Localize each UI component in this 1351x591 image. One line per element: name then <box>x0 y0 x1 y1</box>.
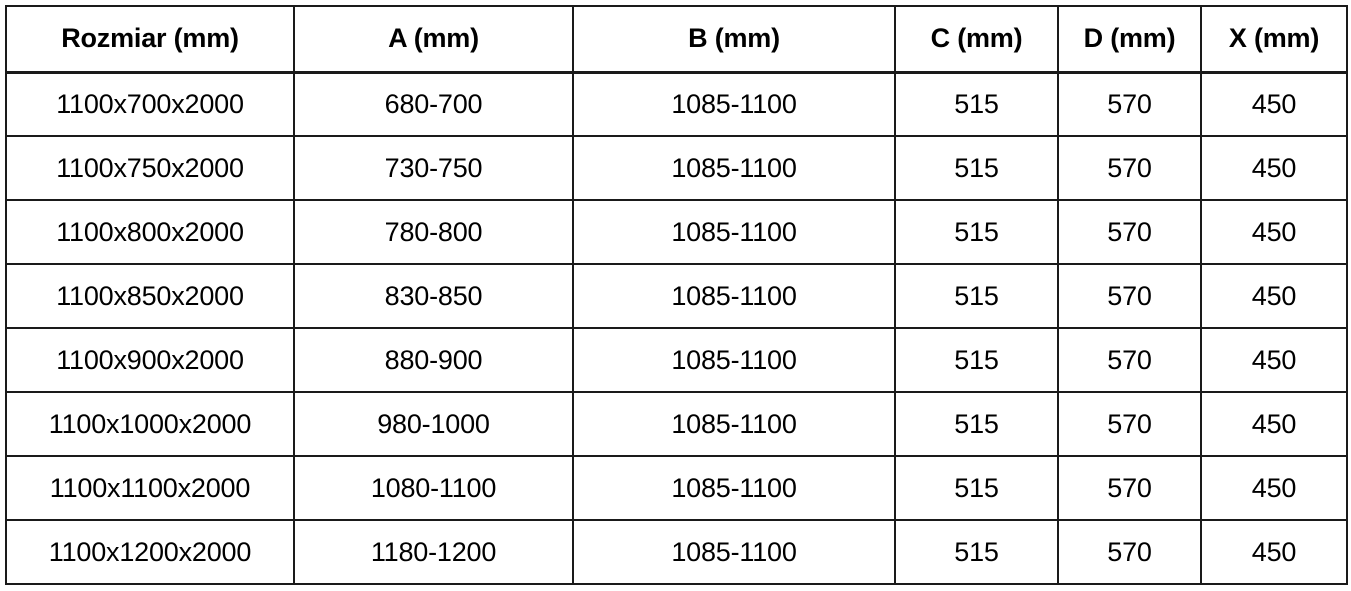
cell-size: 1100x1200x2000 <box>5 519 295 585</box>
cell-size: 1100x800x2000 <box>5 199 295 265</box>
column-header-d: D (mm) <box>1057 5 1202 74</box>
cell-c: 515 <box>894 519 1059 585</box>
table-row: 1100x800x2000 780-800 1085-1100 515 570 … <box>5 199 1348 265</box>
cell-a: 830-850 <box>293 263 574 329</box>
cell-a: 1180-1200 <box>293 519 574 585</box>
cell-x: 450 <box>1200 327 1348 393</box>
cell-size: 1100x1000x2000 <box>5 391 295 457</box>
column-header-a: A (mm) <box>293 5 574 74</box>
cell-a: 730-750 <box>293 135 574 201</box>
dimensions-table: Rozmiar (mm) A (mm) B (mm) C (mm) D (mm)… <box>5 5 1348 585</box>
cell-b: 1085-1100 <box>572 391 896 457</box>
cell-b: 1085-1100 <box>572 199 896 265</box>
cell-d: 570 <box>1057 199 1202 265</box>
table-row: 1100x750x2000 730-750 1085-1100 515 570 … <box>5 135 1348 201</box>
cell-size: 1100x700x2000 <box>5 71 295 137</box>
cell-x: 450 <box>1200 263 1348 329</box>
dimensions-table-container: Rozmiar (mm) A (mm) B (mm) C (mm) D (mm)… <box>5 5 1348 585</box>
cell-c: 515 <box>894 455 1059 521</box>
cell-a: 780-800 <box>293 199 574 265</box>
cell-size: 1100x900x2000 <box>5 327 295 393</box>
table-row: 1100x1000x2000 980-1000 1085-1100 515 57… <box>5 391 1348 457</box>
cell-size: 1100x750x2000 <box>5 135 295 201</box>
table-header-row: Rozmiar (mm) A (mm) B (mm) C (mm) D (mm)… <box>5 5 1348 74</box>
cell-b: 1085-1100 <box>572 71 896 137</box>
cell-size: 1100x1100x2000 <box>5 455 295 521</box>
cell-size: 1100x850x2000 <box>5 263 295 329</box>
cell-x: 450 <box>1200 455 1348 521</box>
table-row: 1100x900x2000 880-900 1085-1100 515 570 … <box>5 327 1348 393</box>
cell-d: 570 <box>1057 71 1202 137</box>
cell-d: 570 <box>1057 455 1202 521</box>
column-header-b: B (mm) <box>572 5 896 74</box>
cell-b: 1085-1100 <box>572 519 896 585</box>
cell-c: 515 <box>894 327 1059 393</box>
cell-c: 515 <box>894 71 1059 137</box>
cell-d: 570 <box>1057 519 1202 585</box>
table-row: 1100x700x2000 680-700 1085-1100 515 570 … <box>5 71 1348 137</box>
table-header: Rozmiar (mm) A (mm) B (mm) C (mm) D (mm)… <box>5 5 1348 74</box>
cell-d: 570 <box>1057 263 1202 329</box>
cell-x: 450 <box>1200 71 1348 137</box>
cell-c: 515 <box>894 391 1059 457</box>
cell-d: 570 <box>1057 327 1202 393</box>
cell-c: 515 <box>894 135 1059 201</box>
cell-x: 450 <box>1200 391 1348 457</box>
cell-x: 450 <box>1200 135 1348 201</box>
cell-a: 980-1000 <box>293 391 574 457</box>
cell-a: 1080-1100 <box>293 455 574 521</box>
table-body: 1100x700x2000 680-700 1085-1100 515 570 … <box>5 71 1348 585</box>
cell-c: 515 <box>894 199 1059 265</box>
table-row: 1100x1200x2000 1180-1200 1085-1100 515 5… <box>5 519 1348 585</box>
cell-a: 680-700 <box>293 71 574 137</box>
cell-b: 1085-1100 <box>572 135 896 201</box>
table-row: 1100x1100x2000 1080-1100 1085-1100 515 5… <box>5 455 1348 521</box>
column-header-x: X (mm) <box>1200 5 1348 74</box>
cell-x: 450 <box>1200 199 1348 265</box>
cell-a: 880-900 <box>293 327 574 393</box>
cell-x: 450 <box>1200 519 1348 585</box>
column-header-size: Rozmiar (mm) <box>5 5 295 74</box>
cell-b: 1085-1100 <box>572 455 896 521</box>
table-row: 1100x850x2000 830-850 1085-1100 515 570 … <box>5 263 1348 329</box>
cell-b: 1085-1100 <box>572 327 896 393</box>
cell-b: 1085-1100 <box>572 263 896 329</box>
cell-d: 570 <box>1057 135 1202 201</box>
column-header-c: C (mm) <box>894 5 1059 74</box>
cell-c: 515 <box>894 263 1059 329</box>
cell-d: 570 <box>1057 391 1202 457</box>
